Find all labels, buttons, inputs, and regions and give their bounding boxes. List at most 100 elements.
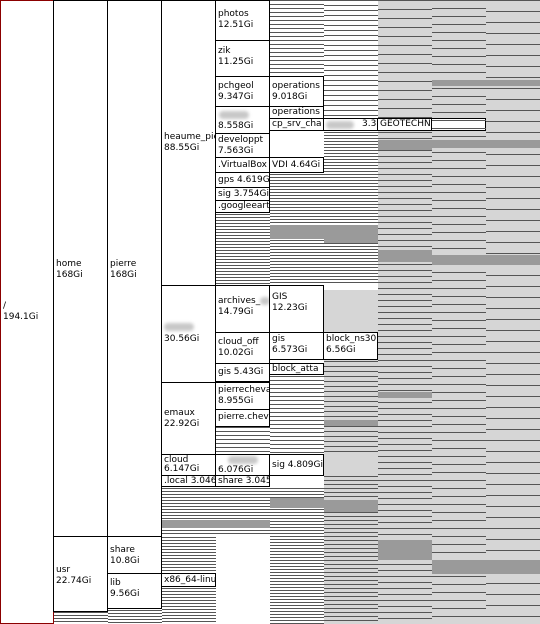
small-entry-line <box>486 275 540 276</box>
dir-geotechn[interactable]: GEOTECHN <box>377 118 432 131</box>
small-entry-line <box>324 135 378 136</box>
small-entry-line <box>432 176 486 177</box>
dir-local[interactable]: .local 3.046 <box>161 475 216 487</box>
small-entry-line <box>324 484 378 485</box>
small-entry-line <box>378 348 432 349</box>
small-entry-line <box>162 494 216 495</box>
small-entry-line <box>432 304 486 305</box>
small-entry-line <box>270 210 324 211</box>
small-entry-line <box>324 95 378 96</box>
small-entry-line <box>378 150 432 151</box>
dir-vdi[interactable]: VDI 4.64Gi <box>269 157 324 173</box>
dir-photos[interactable]: photos 12.51Gi <box>215 0 270 41</box>
small-entries-band <box>378 392 432 398</box>
dir-cloud[interactable]: cloud 6.147Gi <box>161 454 216 476</box>
small-entry-line <box>270 222 324 223</box>
small-entry-line <box>270 180 324 181</box>
dir-usr[interactable]: usr 22.74Gi <box>53 536 108 612</box>
dir-heaume-pie[interactable]: heaume_pie 88.55Gi <box>161 0 216 286</box>
dir-size: 168Gi <box>56 270 83 280</box>
dir-operations[interactable]: operations 9.018Gi <box>269 76 324 107</box>
small-entry-line <box>162 515 216 516</box>
small-entry-line <box>216 494 270 495</box>
small-entry-line <box>270 581 324 582</box>
dir-developpt[interactable]: developpt 7.563Gi <box>215 133 270 158</box>
dir-block-ns30[interactable]: block_ns30 6.56Gi <box>323 332 378 360</box>
small-entry-line <box>486 308 540 309</box>
dir-emaux[interactable]: emaux 22.92Gi <box>161 382 216 455</box>
small-entry-line <box>270 572 324 573</box>
dir-virtualbox[interactable]: .VirtualBox <box>215 157 270 173</box>
dir-redacted[interactable]: 30.56Gi <box>161 285 216 383</box>
small-entry-line <box>324 381 378 382</box>
small-entry-line <box>162 549 216 550</box>
small-entry-line <box>378 210 432 211</box>
small-entry-line <box>270 192 324 193</box>
small-entry-line <box>432 384 486 385</box>
small-entry-line <box>324 446 378 447</box>
dir-name: heaume_pie <box>164 132 216 142</box>
dir-gis-upper[interactable]: GIS 12.23Gi <box>269 285 324 333</box>
small-entry-line <box>378 384 432 385</box>
small-entry-line <box>216 232 270 233</box>
small-entry-line <box>270 605 324 606</box>
small-entry-line <box>432 152 486 153</box>
dir-lib[interactable]: lib 9.56Gi <box>107 573 162 609</box>
dir-geotechn-child[interactable] <box>431 118 486 131</box>
small-entry-line <box>270 219 324 220</box>
small-entry-line <box>378 198 432 199</box>
small-entry-line <box>324 252 378 253</box>
dir-redacted[interactable]: 8.558Gi <box>215 106 270 134</box>
small-entry-line <box>270 40 324 41</box>
small-entry-line <box>216 244 270 245</box>
dir-gps[interactable]: gps 4.619Gi <box>215 172 270 188</box>
small-entry-line <box>270 587 324 588</box>
dir-zik[interactable]: zik 11.25Gi <box>215 40 270 77</box>
small-entry-line <box>324 580 378 581</box>
dir-redacted[interactable]: 6.076Gi <box>215 454 270 476</box>
small-entry-line <box>378 99 432 100</box>
small-entry-line <box>108 616 162 617</box>
dir-share-local[interactable]: share 3.045 <box>215 475 270 487</box>
small-entry-line <box>324 544 378 545</box>
dir-sig[interactable]: sig 3.754Gi <box>215 187 270 201</box>
small-entry-line <box>378 0 432 1</box>
dir-gis[interactable]: gis 5.43Gi <box>215 363 270 382</box>
dir-pierre[interactable]: pierre 168Gi <box>107 0 162 537</box>
small-entry-line <box>486 517 540 518</box>
small-entry-line <box>270 198 324 199</box>
dir-googleearth[interactable]: .googleeart <box>215 200 270 213</box>
dir-root[interactable]: / 194.1Gi <box>0 0 54 624</box>
dir-archives[interactable]: archives_ 14.79Gi <box>215 285 270 333</box>
dir-home[interactable]: home 168Gi <box>53 0 108 537</box>
dir-cloud-off[interactable]: cloud_off 10.02Gi <box>215 332 270 364</box>
dir-pierre-chev[interactable]: pierre.chev <box>215 409 270 427</box>
small-entry-line <box>216 265 270 266</box>
small-entry-line <box>486 220 540 221</box>
dir-block-atta[interactable]: block_atta <box>269 363 324 375</box>
small-entry-line <box>378 534 432 535</box>
dir-pierrecheva[interactable]: pierrecheva 8.955Gi <box>215 382 270 410</box>
small-entry-line <box>162 491 216 492</box>
small-entry-line <box>432 96 486 97</box>
dir-gis-lower[interactable]: gis 6.573Gi <box>269 332 324 360</box>
small-entry-line <box>324 279 378 280</box>
small-entry-line <box>432 520 486 521</box>
redacted-name <box>228 456 258 464</box>
small-entry-line <box>324 532 378 533</box>
dir-x86-64-linu[interactable]: x86_64-linu <box>161 573 216 587</box>
small-entry-line <box>216 223 270 224</box>
dir-share[interactable]: share 10.8Gi <box>107 536 162 574</box>
small-entry-line <box>324 282 378 283</box>
small-entry-line <box>270 12 324 13</box>
small-entry-line <box>324 576 378 577</box>
dir-sig-cloud[interactable]: sig 4.809Gi <box>269 454 324 476</box>
dir-pchgeol[interactable]: pchgeol 9.347Gi <box>215 76 270 107</box>
dir-version-3-3[interactable]: 3.3 <box>323 118 378 131</box>
small-entry-line <box>270 569 324 570</box>
small-entry-line <box>162 555 216 556</box>
dir-cp-srv-cha[interactable]: cp_srv_cha <box>269 118 324 131</box>
small-entries-band <box>324 225 378 243</box>
dir-name: share 3.045 <box>218 476 270 486</box>
small-entry-line <box>270 416 324 417</box>
